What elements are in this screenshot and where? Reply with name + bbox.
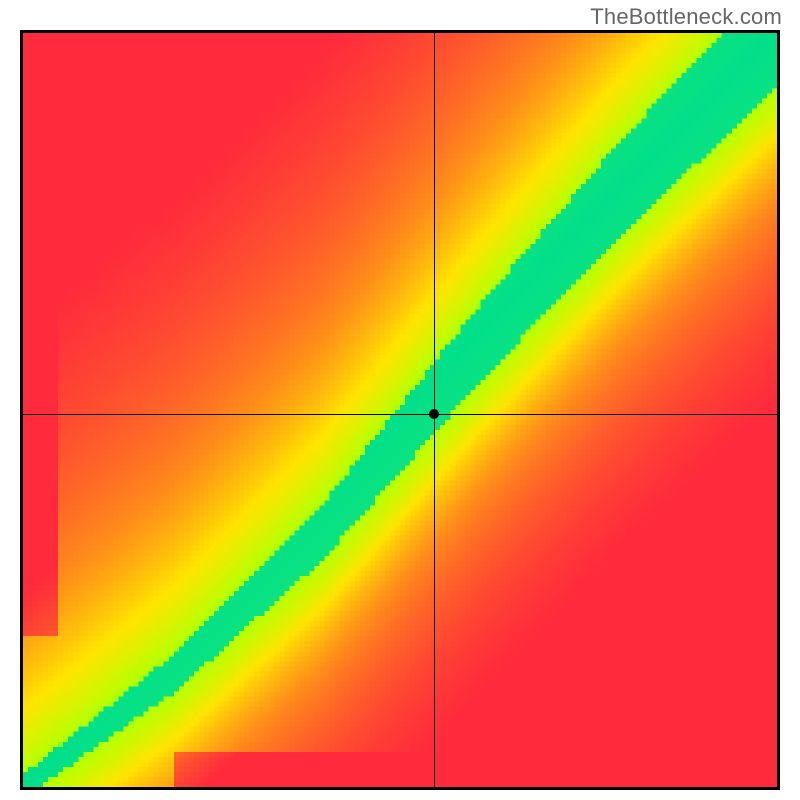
watermark-text: TheBottleneck.com (590, 4, 782, 30)
heatmap-plot (20, 30, 780, 790)
heatmap-canvas (23, 33, 777, 787)
